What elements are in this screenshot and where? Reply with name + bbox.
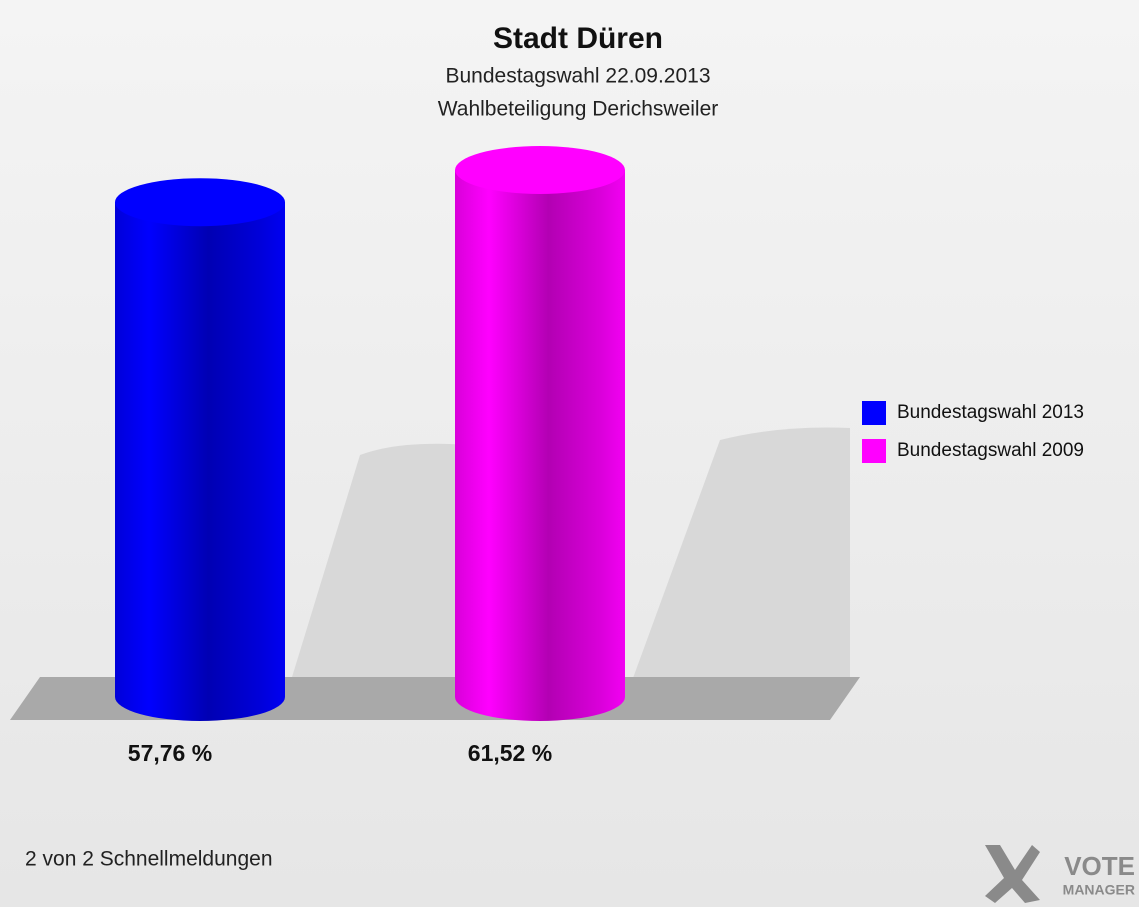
bar-top [115,178,285,227]
logo-text: VOTE [1064,851,1135,881]
value-label: 61,52 % [468,740,552,766]
subtitle: Wahlbeteiligung Derichsweiler [438,98,719,121]
logo: VOTE MANAGER [985,845,1135,903]
bar-top [455,146,625,194]
legend-label: Bundestagswahl 2009 [897,440,1084,461]
logo-text: MANAGER [1063,882,1135,898]
chart-title: Stadt Düren [493,22,663,55]
bar [115,202,285,722]
legend-swatch [862,439,886,463]
footnote: 2 von 2 Schnellmeldungen [25,848,273,871]
legend-label: Bundestagswahl 2013 [897,402,1084,423]
shadow [625,427,850,700]
legend-swatch [862,401,886,425]
subtitle: Bundestagswahl 22.09.2013 [445,65,710,88]
logo-mark [985,845,1040,903]
bar [455,170,625,721]
value-label: 57,76 % [128,740,212,766]
